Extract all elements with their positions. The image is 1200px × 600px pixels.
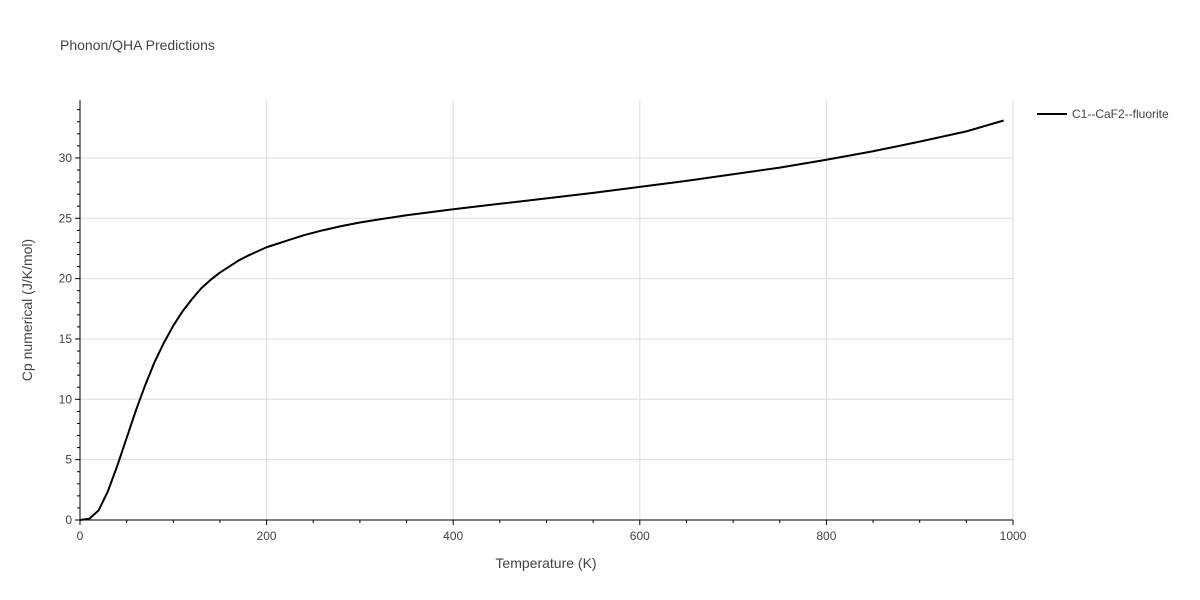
y-tick-label: 25 [59, 211, 73, 225]
legend[interactable]: C1--CaF2--fluorite [1037, 107, 1169, 121]
y-tick-label: 5 [65, 453, 72, 467]
x-tick-label: 600 [630, 529, 650, 543]
legend-label[interactable]: C1--CaF2--fluorite [1072, 107, 1169, 121]
x-axis-title: Temperature (K) [495, 555, 596, 571]
y-axis-title: Cp numerical (J/K/mol) [19, 239, 35, 381]
plot-area [79, 119, 1004, 521]
y-tick-label: 30 [59, 151, 73, 165]
x-tick-label: 1000 [1000, 529, 1027, 543]
x-tick-label: 0 [77, 529, 84, 543]
grid [80, 100, 1014, 520]
x-tick-label: 800 [816, 529, 836, 543]
y-tick-label: 20 [59, 272, 73, 286]
y-tick-label: 10 [59, 392, 73, 406]
x-tick-label: 400 [443, 529, 463, 543]
y-tick-label: 0 [65, 513, 72, 527]
axes [79, 100, 1013, 521]
series-line [79, 119, 1004, 521]
y-tick-label: 15 [59, 332, 73, 346]
chart-title: Phonon/QHA Predictions [60, 37, 215, 53]
x-tick-label: 200 [257, 529, 277, 543]
ticks: 0 200 400 600 800 1000 0 5 10 15 20 25 30 [59, 109, 1027, 543]
